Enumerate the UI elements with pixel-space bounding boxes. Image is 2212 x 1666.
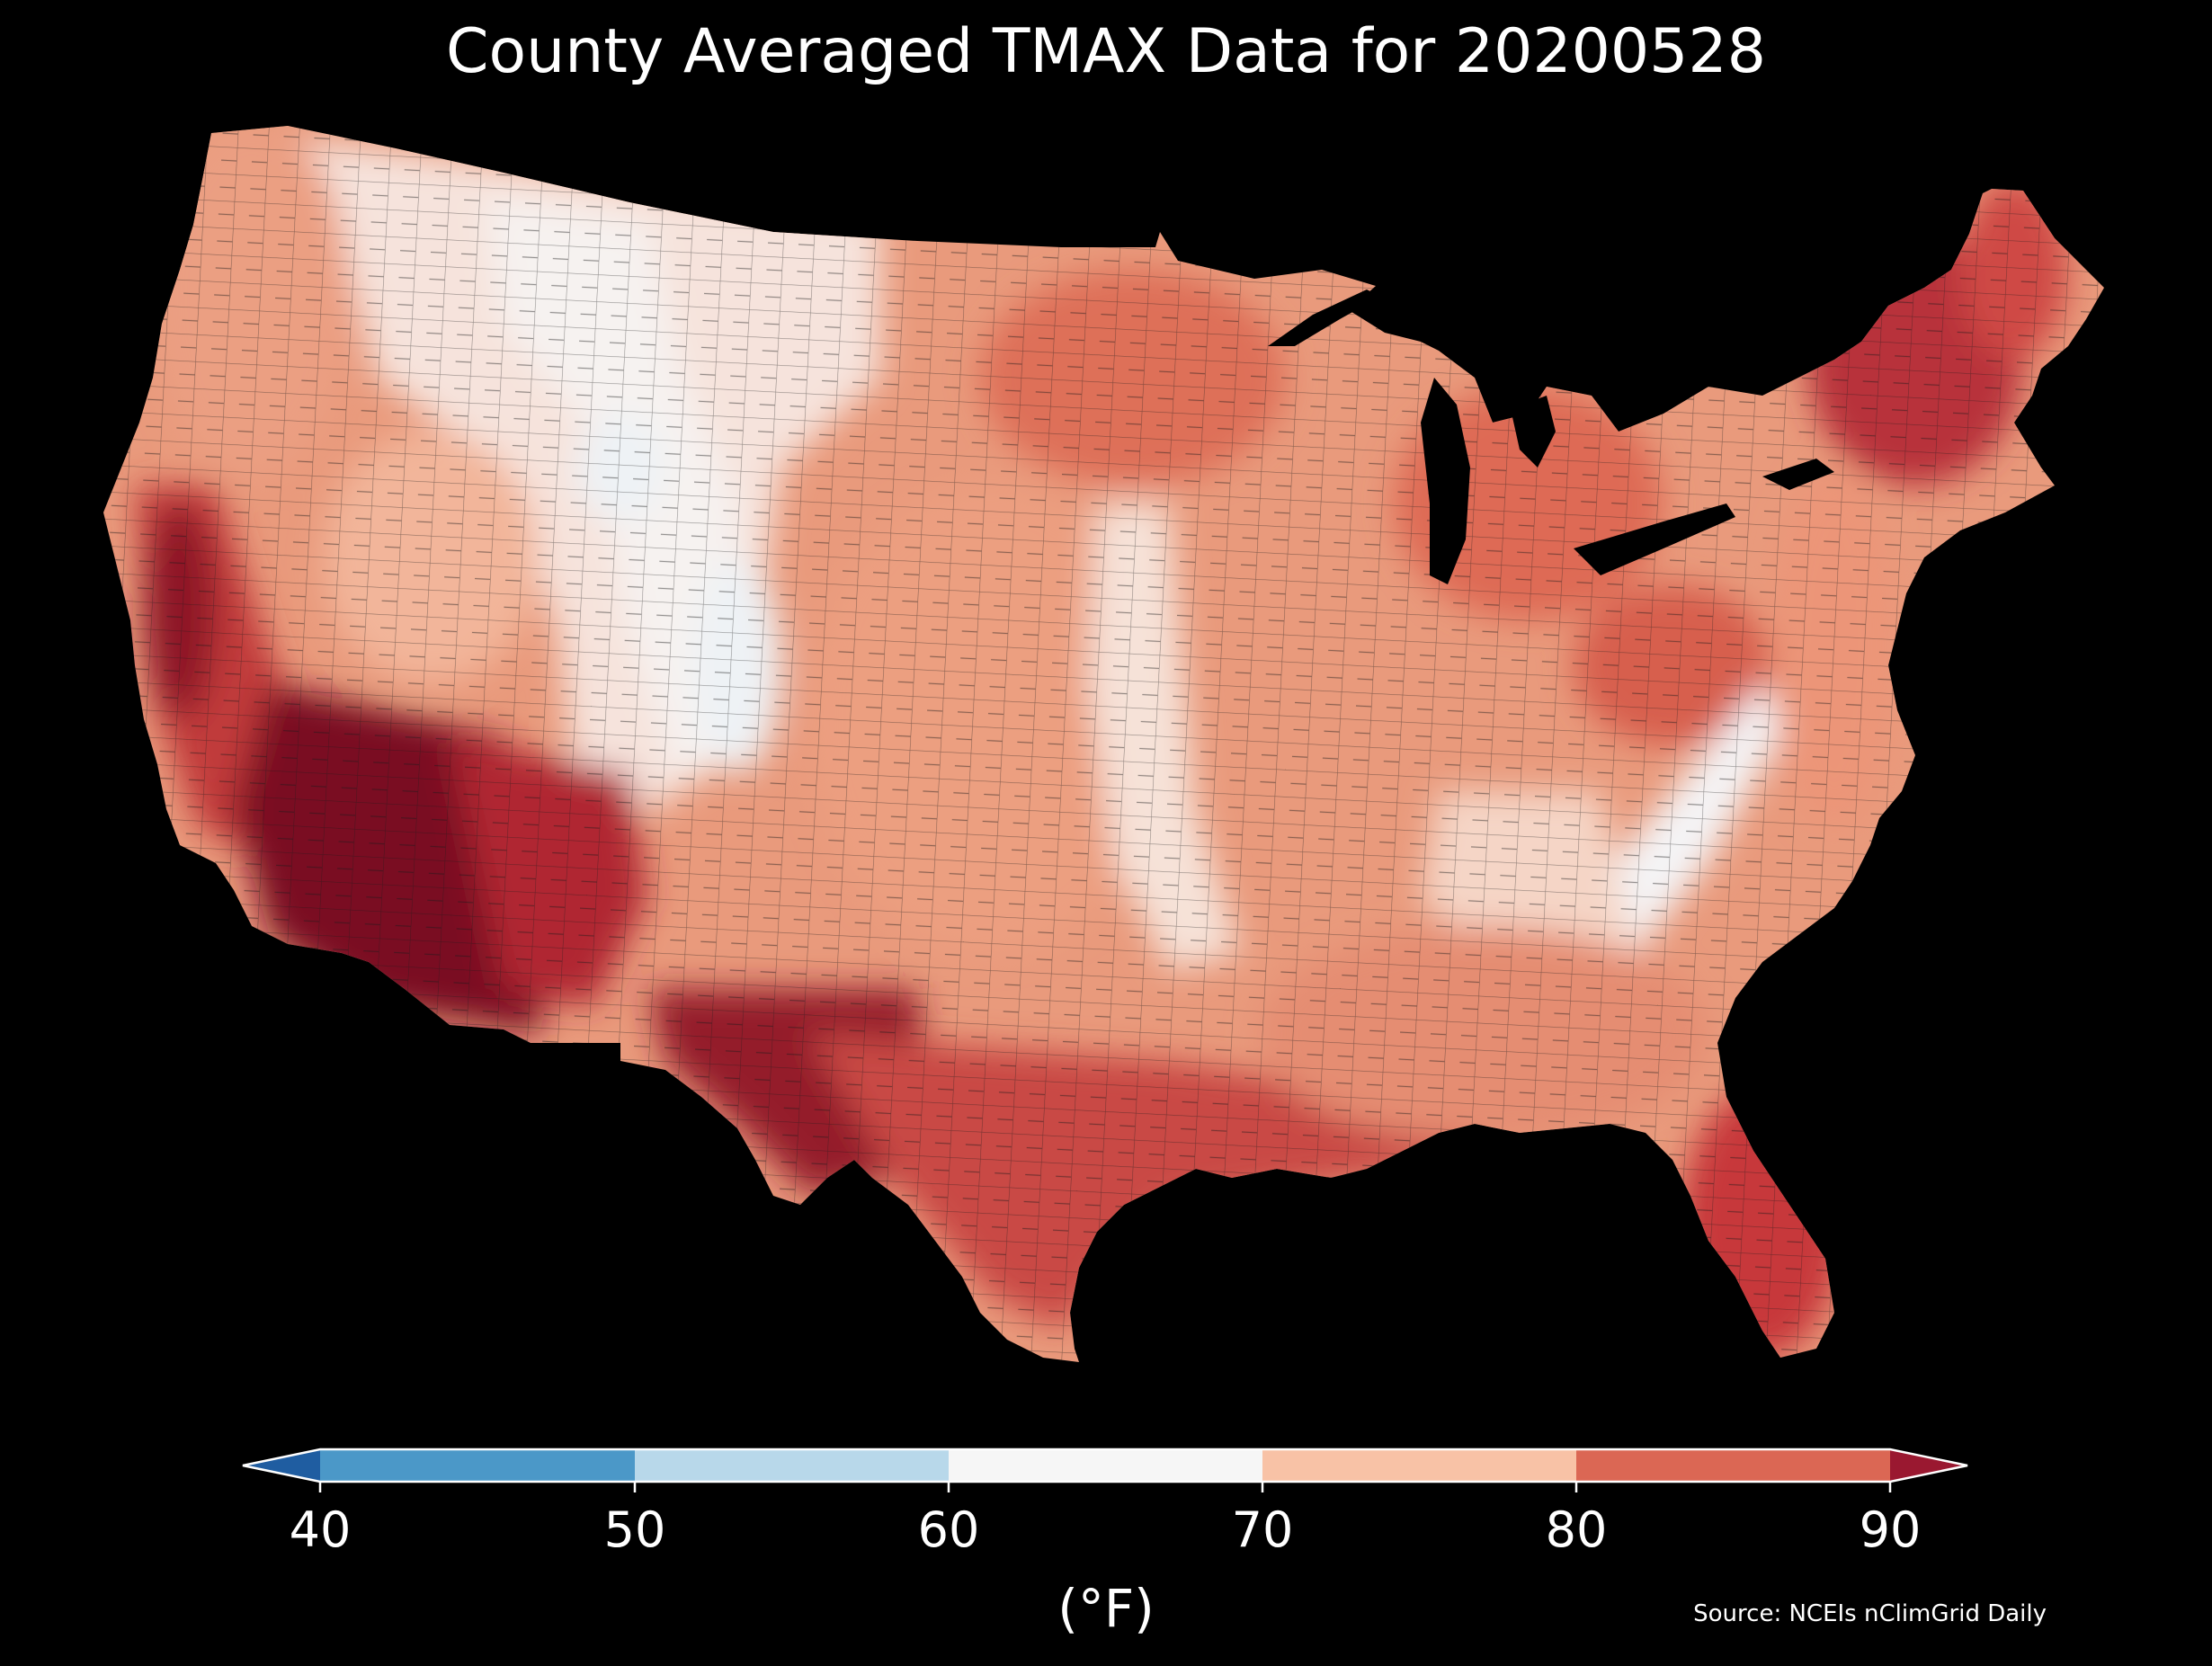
colorbar-tick-label: 90 (1859, 1501, 1922, 1558)
colorbar-bin-80-90 (1576, 1449, 1890, 1482)
colorbar-tick-label: 60 (917, 1501, 980, 1558)
colorbar-unit-label: (°F) (1057, 1578, 1155, 1639)
map-title: County Averaged TMAX Data for 20200528 (446, 16, 1766, 87)
colorbar-tick-label: 80 (1545, 1501, 1608, 1558)
colorbar (242, 1448, 1968, 1492)
colorbar-bin-50-60 (635, 1449, 949, 1482)
colorbar-tick-label: 40 (289, 1501, 352, 1558)
great-lakes (1268, 290, 1834, 584)
source-credit: Source: NCEIs nClimGrid Daily (1693, 1600, 2047, 1627)
colorbar-bin-60-70 (949, 1449, 1262, 1482)
colorbar-tick-label: 70 (1231, 1501, 1294, 1558)
colorbar-tick-label: 50 (603, 1501, 666, 1558)
colorbar-under-arrow (243, 1449, 320, 1482)
colorbar-over-arrow (1890, 1449, 1967, 1482)
colorbar-bin-40-50 (320, 1449, 635, 1482)
colorbar-bin-70-80 (1262, 1449, 1576, 1482)
